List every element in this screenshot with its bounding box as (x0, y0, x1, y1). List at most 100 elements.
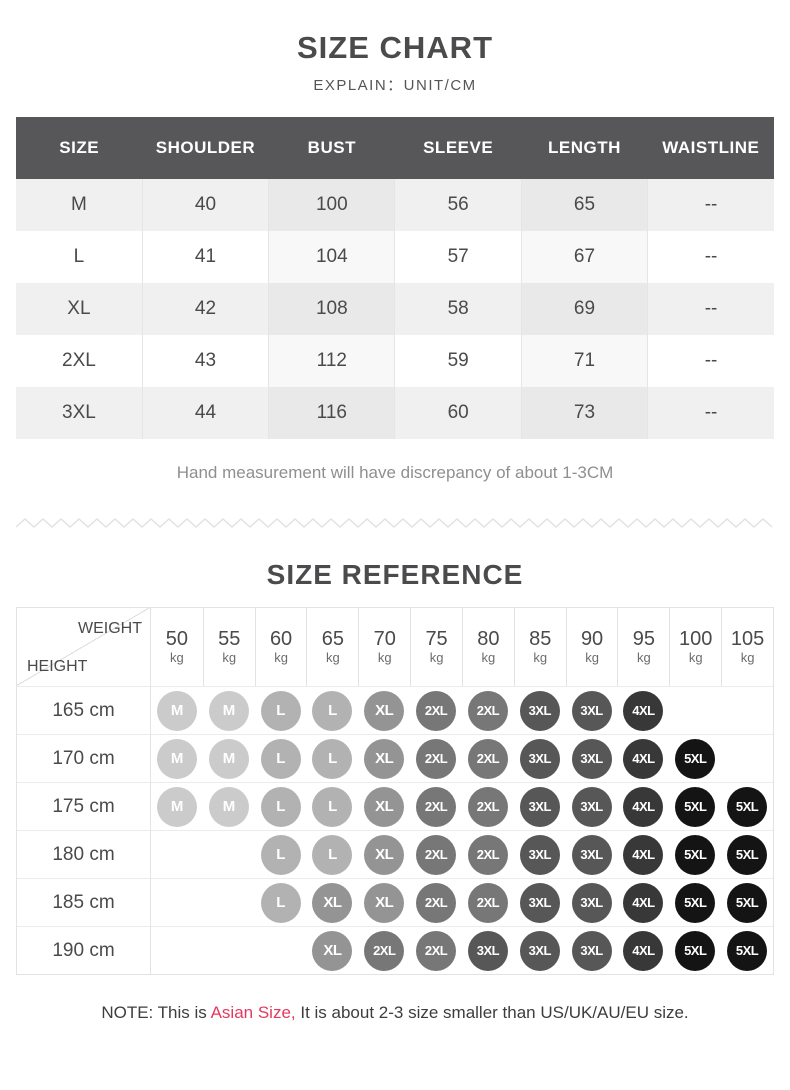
weight-axis-label: WEIGHT (78, 620, 142, 637)
size-dot-3xl: 3XL (571, 738, 612, 779)
size-label-cell: XL (16, 283, 143, 335)
size-dot-l: L (260, 738, 301, 779)
size-cell: 2XL (461, 686, 514, 734)
size-dot-m: M (208, 738, 249, 779)
size-dot-4xl: 4XL (623, 690, 664, 731)
size-cell: 2XL (461, 782, 514, 830)
size-chart-row: 3XL 44 116 60 73 -- (16, 387, 774, 439)
size-cell: 2XL (461, 734, 514, 782)
size-cell: 4XL (617, 782, 670, 830)
weight-header-cell: 70 kg (358, 608, 410, 686)
size-dot-4xl: 4XL (623, 738, 664, 779)
column-header: SIZE (16, 117, 143, 179)
size-dot-3xl: 3XL (571, 690, 612, 731)
size-cell: 5XL (669, 926, 722, 974)
empty-cell (151, 830, 203, 878)
size-cell: 4XL (617, 734, 670, 782)
column-header: SLEEVE (394, 117, 522, 179)
weight-unit: kg (481, 650, 496, 666)
size-dot-l: L (312, 690, 353, 731)
size-dot-3xl: 3XL (571, 930, 612, 971)
size-cell: 3XL (461, 926, 514, 974)
footer-note-prefix: NOTE: This is (101, 1003, 211, 1022)
size-dot-4xl: 4XL (623, 834, 664, 875)
weight-header-cell: 100 kg (669, 608, 721, 686)
measurement-cell: 112 (268, 335, 395, 387)
divider-zigzag (16, 517, 773, 529)
size-cell: 2XL (410, 830, 462, 878)
measurement-cell: 41 (141, 231, 269, 283)
size-dot-4xl: 4XL (623, 786, 664, 827)
measurement-cell: 71 (520, 335, 648, 387)
size-cell: 2XL (461, 830, 514, 878)
weight-unit: kg (688, 650, 703, 666)
size-cell: L (254, 878, 307, 926)
measurement-cell: 100 (268, 179, 395, 231)
size-cell: 3XL (513, 830, 566, 878)
measurement-cell: 58 (394, 283, 522, 335)
size-label-cell: 3XL (16, 387, 143, 439)
size-cell: L (306, 686, 359, 734)
size-label-cell: 2XL (16, 335, 143, 387)
measurement-cell: 67 (520, 231, 648, 283)
size-chart-body: M 40 100 56 65 -- L 41 104 57 67 -- XL 42 108 58 69 -- 2XL… (16, 179, 774, 439)
weight-unit: kg (170, 650, 184, 666)
weight-unit: kg (377, 650, 392, 666)
empty-cell (669, 686, 722, 734)
size-cell: L (306, 734, 359, 782)
size-cell: 3XL (513, 878, 566, 926)
size-cell: 4XL (617, 926, 670, 974)
height-cell: 175 cm (17, 782, 151, 830)
size-cell: L (254, 734, 307, 782)
size-cell: 5XL (721, 830, 773, 878)
size-dot-2xl: 2XL (467, 834, 508, 875)
corner-cell: WEIGHT HEIGHT (17, 608, 151, 686)
size-dot-l: L (312, 738, 353, 779)
size-cell: M (202, 686, 255, 734)
size-dot-2xl: 2XL (416, 786, 457, 827)
size-dot-m: M (156, 690, 197, 731)
weight-value: 105 (730, 628, 765, 651)
size-cell: 5XL (721, 782, 773, 830)
measurement-cell: -- (647, 283, 774, 335)
size-dot-2xl: 2XL (416, 834, 457, 875)
measurement-cell: 65 (520, 179, 648, 231)
size-cell: 5XL (669, 782, 722, 830)
height-axis-label: HEIGHT (27, 658, 88, 675)
size-cell: 2XL (358, 926, 411, 974)
size-reference-grid: WEIGHT HEIGHT 50 kg 55 kg 60 kg 65 kg 70 kg 75 kg 80… (16, 607, 774, 975)
weight-value: 100 (679, 628, 713, 651)
weight-unit: kg (274, 650, 288, 666)
weight-value: 55 (218, 628, 241, 651)
size-dot-5xl: 5XL (727, 834, 768, 875)
size-dot-3xl: 3XL (571, 834, 612, 875)
measurement-cell: -- (647, 387, 774, 439)
size-dot-5xl: 5XL (727, 786, 768, 827)
weight-unit: kg (326, 650, 340, 666)
size-chart-header-row: SIZE SHOULDER BUST SLEEVE LENGTH WAISTLINE (16, 117, 774, 179)
empty-cell (202, 830, 255, 878)
empty-cell (721, 734, 773, 782)
size-cell: L (254, 830, 307, 878)
weight-header-cell: 60 kg (254, 608, 307, 686)
weight-value: 85 (529, 628, 552, 651)
size-dot-3xl: 3XL (519, 690, 560, 731)
size-cell: L (306, 782, 359, 830)
size-cell: XL (358, 734, 411, 782)
size-dot-xl: XL (312, 882, 353, 923)
measurement-cell: 60 (394, 387, 522, 439)
size-cell: 3XL (565, 734, 618, 782)
size-dot-3xl: 3XL (519, 930, 560, 971)
measurement-note: Hand measurement will have discrepancy o… (176, 463, 614, 482)
weight-value: 65 (321, 628, 345, 651)
size-cell: 3XL (565, 782, 618, 830)
size-cell: 5XL (669, 878, 722, 926)
column-header: SHOULDER (142, 117, 269, 179)
size-dot-l: L (260, 786, 301, 827)
weight-value: 60 (269, 628, 293, 651)
size-dot-5xl: 5XL (675, 738, 716, 779)
weight-unit: kg (637, 650, 651, 666)
measurement-cell: 116 (268, 387, 395, 439)
size-dot-xl: XL (364, 834, 405, 875)
size-cell: 4XL (617, 878, 670, 926)
